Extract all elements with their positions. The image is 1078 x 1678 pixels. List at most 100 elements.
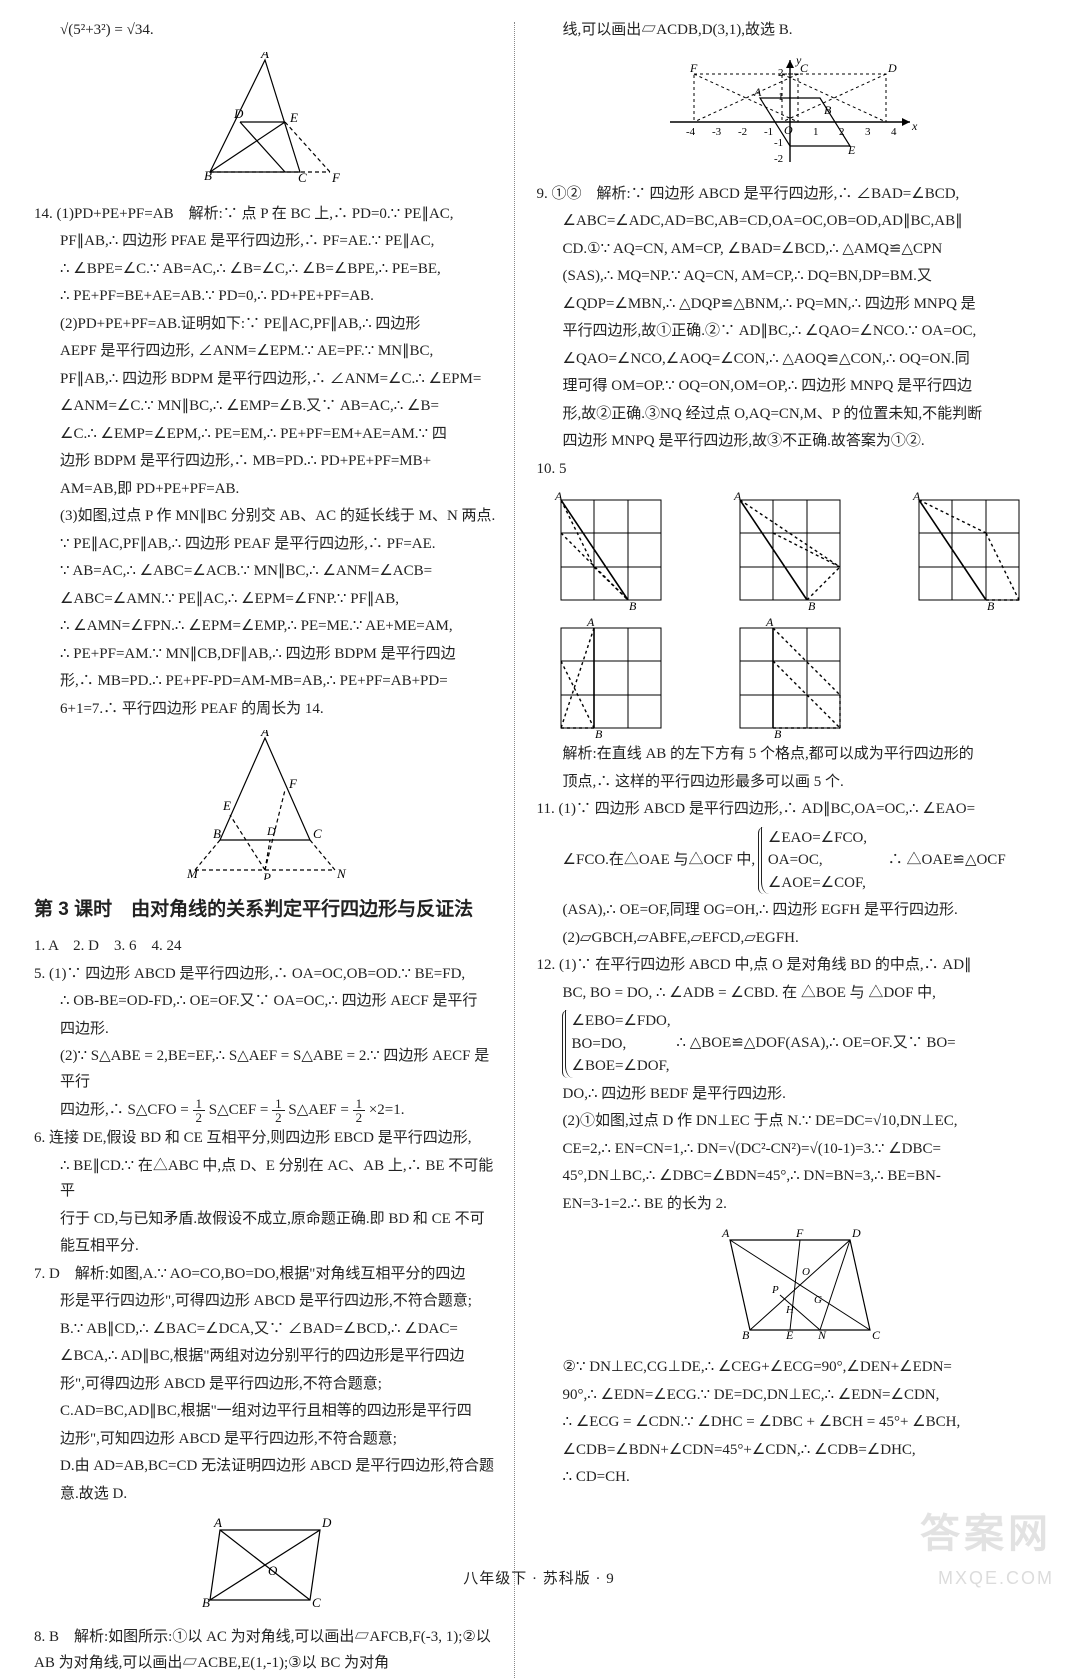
svg-text:A: A <box>753 85 762 99</box>
figure-q14-2: A B C E F D M N P <box>34 730 496 880</box>
svg-text:B: B <box>808 599 816 610</box>
line: 形,故②正确.③NQ 经过点 O,AQ=CN,M、P 的位置未知,不能判断 <box>537 402 1044 428</box>
svg-text:3: 3 <box>865 126 871 138</box>
line: 90°,∴ ∠EDN=∠ECG.∵ DE=DC,DN⊥EC,∴ ∠EDN=∠CD… <box>537 1383 1044 1409</box>
line: 45°,DN⊥BC,∴ ∠DBC=∠BDN=45°,∴ DN=BN=3,∴ BE… <box>537 1164 1044 1190</box>
svg-text:H: H <box>785 1304 795 1316</box>
svg-text:B: B <box>595 727 603 738</box>
line: 四边形. <box>34 1017 496 1043</box>
two-column-layout: √(5²+3²) = √34. A B C D E F 14. (1)PD+PE… <box>34 18 1044 1678</box>
svg-text:1: 1 <box>778 91 784 103</box>
line: ∴ PE+PF=AM.∵ MN∥CB,DF∥AB,∴ 四边形 BDPM 是平行四… <box>34 642 496 668</box>
svg-text:B: B <box>202 1595 210 1610</box>
svg-text:O: O <box>802 1266 810 1278</box>
line: ∠C.∴ ∠EMP=∠EPM,∴ PE=EM,∴ PE+PF=EM+AE=AM.… <box>34 422 496 448</box>
q9-p1: 9. ①② 解析:∵ 四边形 ABCD 是平行四边形,∴ ∠BAD=∠BCD, <box>537 182 1044 208</box>
line: (ASA),∴ OE=OF,同理 OG=OH,∴ 四边形 EGFH 是平行四边形… <box>537 898 1044 924</box>
line: PF∥AB,∴ 四边形 PFAE 是平行四边形,∴ PF=AE.∵ PE∥AC, <box>34 229 496 255</box>
q12-cases: ∠EBO=∠FDO, BO=DO, ∠BOE=∠DOF, ∴ △BOE≌△DOF… <box>537 1008 1044 1080</box>
line: 边形",可知四边形 ABCD 是平行四边形,不符合题意; <box>34 1427 496 1453</box>
line: ∠QDP=∠MBN,∴ △DQP≌△BNM,∴ PQ=MN,∴ 四边形 MNPQ… <box>537 292 1044 318</box>
line: CD.①∵ AQ=CN, AM=CP, ∠BAD=∠BCD,∴ △AMQ≌△CP… <box>537 237 1044 263</box>
line: 意.故选 D. <box>34 1482 496 1508</box>
q8: 8. B 解析:如图所示:①以 AC 为对角线,可以画出▱AFCB,F(-3, … <box>34 1625 496 1676</box>
svg-text:B: B <box>213 826 221 841</box>
svg-text:-3: -3 <box>712 126 722 138</box>
line: 四边形 MNPQ 是平行四边形,故③不正确.故答案为①②. <box>537 429 1044 455</box>
svg-text:-1: -1 <box>764 126 773 138</box>
svg-text:1: 1 <box>813 126 819 138</box>
q10-head: 10. 5 <box>537 457 1044 483</box>
line: ∵ PE∥AC,PF∥AB,∴ 四边形 PEAF 是平行四边形,∴ PF=AE. <box>34 532 496 558</box>
svg-text:x: x <box>911 119 918 133</box>
line: 行于 CD,与已知矛盾.故假设不成立,原命题正确.即 BD 和 CE 不可 <box>34 1207 496 1233</box>
figure-q12: A F D B E N C O P H G <box>537 1225 1044 1345</box>
q11-p1: 11. (1)∵ 四边形 ABCD 是平行四边形,∴ AD∥BC,OA=OC,∴… <box>537 797 1044 823</box>
svg-text:A: A <box>554 490 563 503</box>
line: 能互相平分. <box>34 1234 496 1260</box>
figure-q10-row1: A B A B <box>537 490 1044 610</box>
q5-formula: 四边形,∴ S△CFO = 12 S△CEF = 12 S△AEF = 12 ×… <box>34 1097 496 1124</box>
q12-p1: 12. (1)∵ 在平行四边形 ABCD 中,点 O 是对角线 BD 的中点,∴… <box>537 953 1044 979</box>
line: ∴ BE∥CD.∵ 在△ABC 中,点 D、E 分别在 AC、AB 上,∴ BE… <box>34 1154 496 1205</box>
line: ②∵ DN⊥EC,CG⊥DE,∴ ∠CEG+∠ECG=90°,∠DEN+∠EDN… <box>537 1355 1044 1381</box>
line: 平行四边形,故①正确.②∵ AD∥BC,∴ ∠QAO=∠NCO.∵ OA=OC, <box>537 319 1044 345</box>
svg-text:P: P <box>262 870 271 880</box>
svg-text:B: B <box>742 1328 750 1342</box>
svg-text:A: A <box>586 618 595 629</box>
line: ∴ ∠BPE=∠C.∵ AB=AC,∴ ∠B=∠C,∴ ∠B=∠BPE,∴ PE… <box>34 257 496 283</box>
watermark-url: MXQE.COM <box>938 1563 1054 1594</box>
line: AM=AB,即 PD+PE+PF=AB. <box>34 477 496 503</box>
right-column: 线,可以画出▱ACDB,D(3,1),故选 B. -4-3-2-1 1234 1… <box>515 18 1044 1678</box>
line: ∴ ∠ECG = ∠CDN.∵ ∠DHC = ∠DBC + ∠BCH = 45°… <box>537 1410 1044 1436</box>
figure-q8-grid: -4-3-2-1 1234 12 -1-2 F C D <box>537 52 1044 172</box>
svg-text:F: F <box>288 776 298 791</box>
page-footer: 八年级下 · 苏科版 · 9 <box>0 1567 1078 1593</box>
svg-text:E: E <box>847 143 856 157</box>
svg-text:A: A <box>260 730 269 739</box>
q5-p1: 5. (1)∵ 四边形 ABCD 是平行四边形,∴ OA=OC,OB=OD.∵ … <box>34 962 496 988</box>
svg-text:-1: -1 <box>774 137 783 149</box>
line: 形",可得四边形 ABCD 是平行四边形,不符合题意; <box>34 1372 496 1398</box>
line: D.由 AD=AB,BC=CD 无法证明四边形 ABCD 是平行四边形,符合题 <box>34 1454 496 1480</box>
q11-p2: ∠FCO.在△OAE 与△OCF 中, ∠EAO=∠FCO, OA=OC, ∠A… <box>537 825 1044 897</box>
svg-text:-4: -4 <box>686 126 696 138</box>
line: (SAS),∴ MQ=NP.∵ AQ=CN, AM=CP,∴ DQ=BN,DP=… <box>537 264 1044 290</box>
line: ∠CDB=∠BDN+∠CDN=45°+∠CDN,∴ ∠CDB=∠DHC, <box>537 1438 1044 1464</box>
svg-text:B: B <box>824 103 832 117</box>
line: AEPF 是平行四边形, ∠ANM=∠EPM.∵ AE=PF.∵ MN∥BC, <box>34 339 496 365</box>
line: ∠QAO=∠NCO,∠AOQ=∠CON,∴ △AOQ≌△CON,∴ OQ=ON.… <box>537 347 1044 373</box>
svg-text:G: G <box>814 1294 822 1306</box>
line: 边形 BDPM 是平行四边形,∴ MB=PD.∴ PD+PE+PF=MB+ <box>34 449 496 475</box>
svg-text:E: E <box>289 110 298 125</box>
figure-q14-1: A B C D E F <box>34 52 496 192</box>
svg-text:A: A <box>721 1226 730 1240</box>
watermark-text: 答案网 <box>920 1500 1052 1568</box>
svg-text:N: N <box>336 866 347 880</box>
svg-text:B: B <box>629 599 637 610</box>
svg-text:D: D <box>321 1515 332 1530</box>
svg-text:B: B <box>774 727 782 738</box>
svg-text:D: D <box>887 61 897 75</box>
line: 形,∴ MB=PD.∴ PE+PF-PD=AM-MB=AB,∴ PE+PF=AB… <box>34 669 496 695</box>
line: (2)∵ S△ABE = 2,BE=EF,∴ S△AEF = S△ABE = 2… <box>34 1044 496 1095</box>
svg-text:A: A <box>912 490 921 503</box>
line: (2)PD+PE+PF=AB.证明如下:∵ PE∥AC,PF∥AB,∴ 四边形 <box>34 312 496 338</box>
line: EN=3-1=2.∴ BE 的长为 2. <box>537 1192 1044 1218</box>
line: PF∥AB,∴ 四边形 BDPM 是平行四边形,∴ ∠ANM=∠C.∴ ∠EPM… <box>34 367 496 393</box>
left-column: √(5²+3²) = √34. A B C D E F 14. (1)PD+PE… <box>34 18 514 1678</box>
q6-p1: 6. 连接 DE,假设 BD 和 CE 互相平分,则四边形 EBCD 是平行四边… <box>34 1126 496 1152</box>
line: ∠BCA,∴ AD∥BC,根据"两组对边分别平行的四边形是平行四边 <box>34 1344 496 1370</box>
svg-text:B: B <box>204 168 212 183</box>
line: √(5²+3²) = √34. <box>34 18 496 44</box>
q10-ex1: 解析:在直线 AB 的左下方有 5 个格点,都可以成为平行四边形的 <box>537 742 1044 768</box>
line: (2)①如图,过点 D 作 DN⊥EC 于点 N.∵ DE=DC=√10,DN⊥… <box>537 1109 1044 1135</box>
svg-text:A: A <box>260 52 269 61</box>
q7-p1: 7. D 解析:如图,A.∵ AO=CO,BO=DO,根据"对角线互相平分的四边 <box>34 1262 496 1288</box>
svg-text:P: P <box>771 1284 779 1296</box>
line: ∴ OB-BE=OD-FD,∴ OE=OF.又∵ OA=OC,∴ 四边形 AEC… <box>34 989 496 1015</box>
svg-text:-2: -2 <box>774 153 783 165</box>
line: 6+1=7.∴ 平行四边形 PEAF 的周长为 14. <box>34 697 496 723</box>
svg-text:2: 2 <box>778 67 784 79</box>
line: C.AD=BC,AD∥BC,根据"一组对边平行且相等的四边形是平行四 <box>34 1399 496 1425</box>
